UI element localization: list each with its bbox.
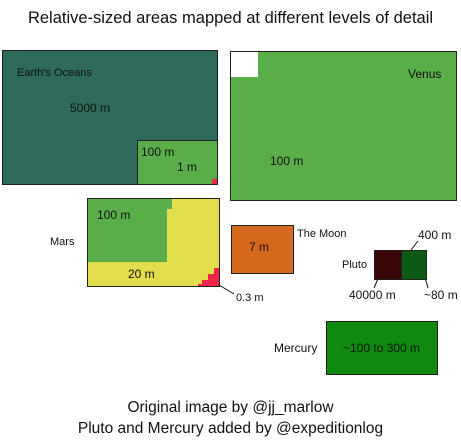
credit-line-2: Pluto and Mercury added by @expeditionlo… xyxy=(77,420,384,437)
mars-100m-label: 100 m xyxy=(97,208,131,222)
mars-label: Mars xyxy=(50,236,75,248)
mars-0.3m-leader xyxy=(218,284,235,295)
mercury-value-label: ~100 to 300 m xyxy=(343,341,421,355)
pluto-80m-label: ~80 m xyxy=(424,288,458,302)
mars-0.3m-staircase xyxy=(198,268,219,286)
pluto-400m-leader xyxy=(410,240,419,251)
pluto-400m-label: 400 m xyxy=(418,228,452,242)
venus-100m-label: 100 m xyxy=(270,154,304,168)
moon-area xyxy=(231,225,294,274)
venus-white-square xyxy=(231,52,258,77)
venus-area xyxy=(230,51,457,201)
diagram-title: Relative-sized areas mapped at different… xyxy=(27,9,434,27)
oceans-1m-label: 1 m xyxy=(177,160,198,174)
oceans-area-100m xyxy=(137,140,218,185)
oceans-100m-label: 100 m xyxy=(141,145,175,159)
mercury-area xyxy=(326,321,438,375)
pluto-dark-region xyxy=(375,251,402,279)
moon-7m-label: 7 m xyxy=(249,240,270,254)
moon-label: The Moon xyxy=(297,228,347,240)
mars-20m-label: 20 m xyxy=(128,267,155,281)
oceans-area-1m xyxy=(212,179,217,184)
pluto-40000m-label: 40000 m xyxy=(349,288,396,302)
mars-0.3m-label: 0.3 m xyxy=(236,292,264,304)
mars-100m-region xyxy=(88,199,172,262)
credit-line-1: Original image by @jj_marlow xyxy=(127,399,334,416)
mercury-label: Mercury xyxy=(274,341,318,355)
venus-label: Venus xyxy=(408,67,442,81)
oceans-label: Earth's Oceans xyxy=(17,67,92,79)
oceans-5000m-label: 5000 m xyxy=(70,101,111,115)
pluto-label: Pluto xyxy=(342,259,368,271)
